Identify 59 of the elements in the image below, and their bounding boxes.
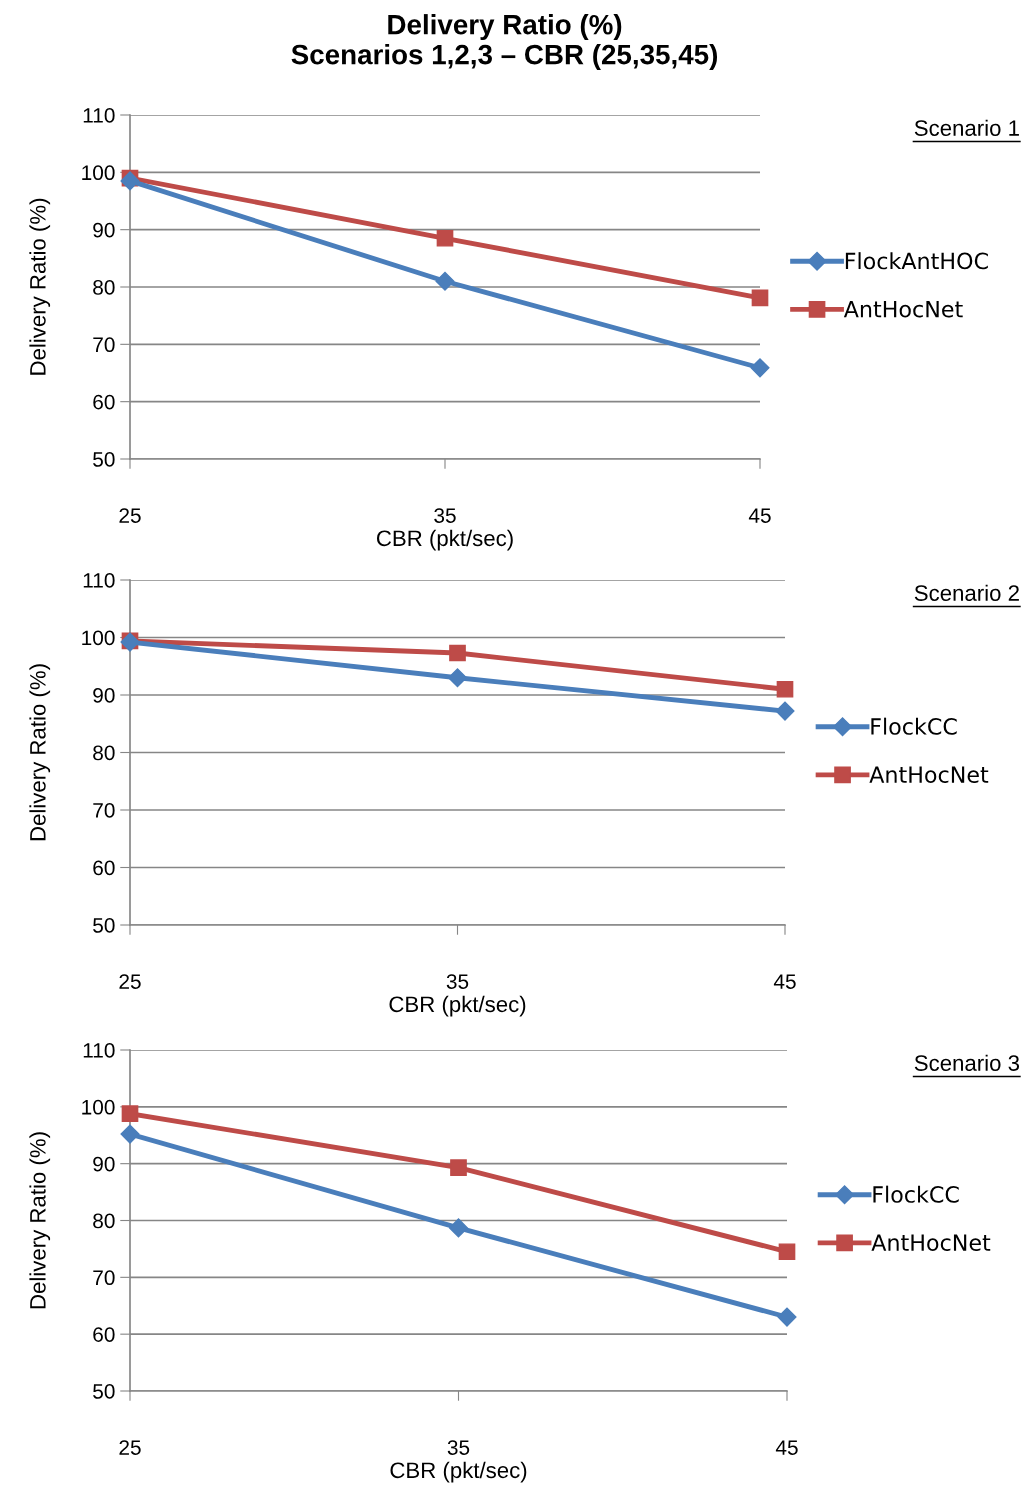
legend-label: AntHocNet bbox=[869, 766, 989, 784]
y-tick-label: 50 bbox=[93, 1384, 115, 1399]
y-tick-label: 100 bbox=[82, 630, 115, 646]
legend-label: FlockAntHOC bbox=[845, 252, 988, 270]
y-axis-title: Delivery Ratio (%) bbox=[29, 198, 51, 375]
x-axis-title: CBR (pkt/sec) bbox=[389, 995, 526, 1017]
point bbox=[450, 1159, 467, 1176]
point bbox=[120, 1124, 140, 1144]
point bbox=[449, 644, 466, 662]
x-axis-title: CBR (pkt/sec) bbox=[390, 1461, 527, 1483]
y-tick-label: 110 bbox=[83, 1043, 115, 1058]
point bbox=[776, 680, 794, 698]
y-tick-label: 100 bbox=[82, 1099, 115, 1115]
text: Scenario 2 bbox=[914, 584, 1019, 601]
y-tick-label: 110 bbox=[83, 108, 115, 123]
point bbox=[750, 358, 770, 378]
chart-title: Delivery Ratio (%) Scenarios 1,2,3 – CBR (25,35,45) bbox=[291, 14, 718, 70]
x-tick-label: 35 bbox=[447, 1440, 470, 1455]
y-tick-label: 80 bbox=[93, 1213, 115, 1229]
y-axis-title: Delivery Ratio (%) bbox=[29, 664, 51, 841]
x-tick-label: 45 bbox=[748, 508, 771, 523]
y-tick-label: 90 bbox=[93, 222, 115, 238]
point bbox=[447, 668, 468, 688]
x-tick-label: 35 bbox=[434, 508, 456, 523]
point bbox=[751, 289, 769, 307]
y-tick-label: 60 bbox=[93, 860, 115, 876]
x-tick-label: 35 bbox=[446, 974, 469, 989]
y-tick-label: 50 bbox=[93, 918, 115, 933]
y-tick-label: 70 bbox=[93, 1270, 115, 1286]
y-tick-label: 90 bbox=[93, 688, 115, 703]
text: Scenario 3 bbox=[914, 1054, 1020, 1071]
legend-label: AntHocNet bbox=[843, 301, 963, 318]
point bbox=[448, 1218, 469, 1238]
x-tick-label: 25 bbox=[119, 508, 141, 523]
y-tick-label: 90 bbox=[93, 1156, 115, 1172]
x-tick-label: 25 bbox=[119, 1440, 141, 1455]
text: Scenario 1 bbox=[914, 119, 1019, 136]
y-tick-label: 60 bbox=[93, 394, 115, 410]
y-axis-title: Delivery Ratio (%) bbox=[29, 1132, 51, 1309]
point bbox=[436, 229, 454, 247]
y-tick-label: 100 bbox=[82, 165, 115, 181]
point bbox=[777, 1307, 797, 1327]
point bbox=[435, 271, 455, 291]
x-tick-label: 45 bbox=[775, 1440, 798, 1455]
point bbox=[775, 701, 795, 721]
x-tick-label: 45 bbox=[773, 974, 796, 989]
x-axis-title: CBR (pkt/sec) bbox=[376, 529, 513, 551]
y-tick-label: 80 bbox=[93, 745, 115, 761]
x-tick-label: 25 bbox=[119, 974, 141, 989]
y-tick-label: 70 bbox=[93, 337, 115, 353]
y-tick-label: 110 bbox=[83, 573, 115, 588]
legend-label: FlockCC bbox=[873, 1185, 959, 1203]
y-tick-label: 60 bbox=[93, 1327, 115, 1342]
y-tick-label: 70 bbox=[93, 803, 115, 818]
y-tick-label: 50 bbox=[93, 452, 115, 467]
point bbox=[778, 1243, 796, 1261]
legend-label: AntHocNet bbox=[871, 1234, 991, 1252]
y-tick-label: 80 bbox=[93, 280, 115, 295]
legend-label: FlockCC bbox=[871, 717, 957, 735]
